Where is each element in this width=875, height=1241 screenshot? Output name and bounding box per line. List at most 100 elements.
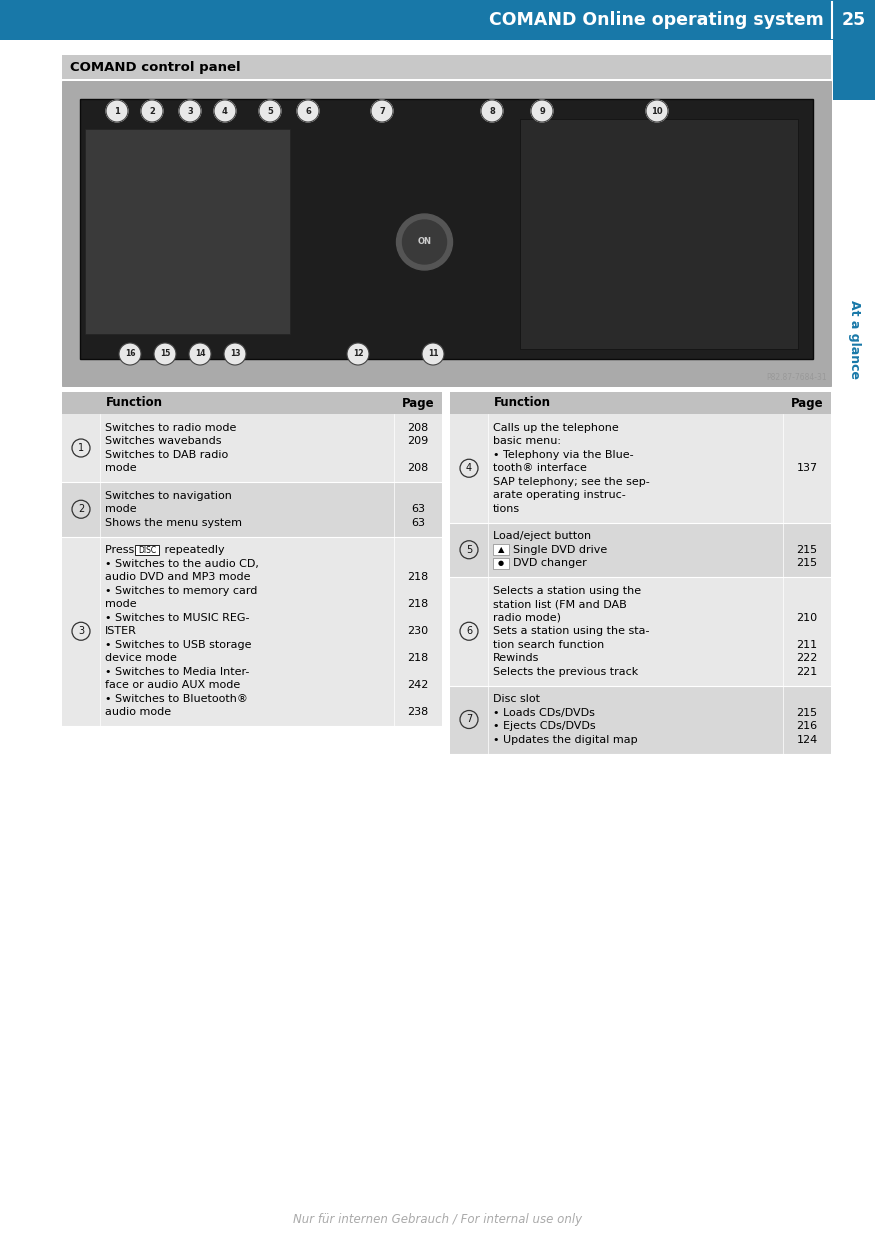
Text: SAP telephony; see the sep-: SAP telephony; see the sep-	[493, 477, 650, 486]
Text: tion search function: tion search function	[493, 640, 605, 650]
Text: Load/eject button: Load/eject button	[493, 531, 592, 541]
Text: mode: mode	[105, 463, 136, 473]
Text: Rewinds: Rewinds	[493, 653, 539, 663]
Text: Page: Page	[402, 397, 434, 410]
Bar	[450, 685, 831, 753]
Text: Switches wavebands: Switches wavebands	[105, 437, 221, 447]
Circle shape	[422, 343, 444, 365]
Bar	[62, 414, 442, 482]
Text: 4: 4	[222, 107, 228, 115]
Text: • Ejects CDs/DVDs: • Ejects CDs/DVDs	[493, 721, 596, 731]
Text: Single DVD drive: Single DVD drive	[513, 545, 607, 555]
Text: face or audio AUX mode: face or audio AUX mode	[105, 680, 241, 690]
Text: 218: 218	[408, 572, 429, 582]
Text: 6: 6	[305, 107, 311, 115]
Text: Switches to DAB radio: Switches to DAB radio	[105, 449, 228, 459]
Text: 218: 218	[408, 599, 429, 609]
Text: 11: 11	[428, 350, 438, 359]
Text: • Telephony via the Blue-: • Telephony via the Blue-	[493, 449, 634, 459]
Text: 1: 1	[78, 443, 84, 453]
Text: Function: Function	[106, 397, 163, 410]
Text: Calls up the telephone: Calls up the telephone	[493, 423, 619, 433]
Text: 5: 5	[267, 107, 273, 115]
Text: station list (FM and DAB: station list (FM and DAB	[493, 599, 626, 609]
Text: At a glance: At a glance	[848, 300, 860, 380]
Text: COMAND control panel: COMAND control panel	[70, 61, 241, 73]
Bar	[135, 545, 159, 555]
Text: • Switches to USB storage: • Switches to USB storage	[105, 640, 251, 650]
Text: Disc slot: Disc slot	[493, 694, 540, 704]
Text: 3: 3	[78, 627, 84, 637]
Text: Selects the previous track: Selects the previous track	[493, 666, 638, 676]
Bar	[85, 129, 290, 334]
Circle shape	[259, 101, 281, 122]
Circle shape	[179, 101, 201, 122]
Text: Sets a station using the sta-: Sets a station using the sta-	[493, 627, 649, 637]
Circle shape	[179, 101, 201, 122]
Bar	[450, 577, 831, 685]
Text: 3: 3	[187, 107, 192, 115]
Text: 221: 221	[796, 666, 817, 676]
Bar	[0, 0, 875, 40]
Circle shape	[259, 101, 281, 122]
Text: 13: 13	[230, 350, 241, 359]
Bar	[62, 55, 831, 79]
Text: 2: 2	[78, 504, 84, 514]
Text: 63: 63	[411, 517, 425, 527]
Text: COMAND Online operating system: COMAND Online operating system	[489, 11, 824, 29]
Text: Shows the menu system: Shows the menu system	[105, 517, 242, 527]
Circle shape	[189, 343, 211, 365]
Circle shape	[106, 101, 128, 122]
Text: 12: 12	[353, 350, 363, 359]
Bar	[62, 482, 442, 536]
Bar	[80, 99, 813, 359]
Text: • Switches to MUSIC REG-: • Switches to MUSIC REG-	[105, 613, 249, 623]
Text: 63: 63	[411, 504, 425, 514]
Circle shape	[531, 101, 553, 122]
Text: basic menu:: basic menu:	[493, 437, 561, 447]
Text: DISC: DISC	[138, 546, 156, 555]
Text: 14: 14	[195, 350, 206, 359]
Text: 9: 9	[539, 107, 545, 115]
Bar	[450, 414, 831, 522]
Circle shape	[224, 343, 246, 365]
Circle shape	[402, 220, 446, 264]
Text: • Switches to Bluetooth®: • Switches to Bluetooth®	[105, 694, 248, 704]
Text: 7: 7	[379, 107, 385, 115]
Text: 10: 10	[651, 107, 663, 115]
Text: • Loads CDs/DVDs: • Loads CDs/DVDs	[493, 707, 595, 717]
Text: 211: 211	[796, 640, 817, 650]
Text: ON: ON	[417, 237, 431, 247]
Text: radio mode): radio mode)	[493, 613, 561, 623]
Text: 230: 230	[408, 627, 429, 637]
Text: Switches to navigation: Switches to navigation	[105, 490, 232, 501]
Text: tions: tions	[493, 504, 520, 514]
Text: Selects a station using the: Selects a station using the	[493, 586, 641, 596]
Text: 209: 209	[408, 437, 429, 447]
Text: • Switches to memory card: • Switches to memory card	[105, 586, 257, 596]
Circle shape	[371, 101, 393, 122]
Text: ●: ●	[498, 560, 504, 566]
Text: P82.87-7684-31: P82.87-7684-31	[766, 374, 827, 382]
Circle shape	[214, 101, 236, 122]
Bar	[450, 522, 831, 577]
Bar	[62, 392, 442, 414]
Circle shape	[214, 101, 236, 122]
Text: audio DVD and MP3 mode: audio DVD and MP3 mode	[105, 572, 250, 582]
Text: 242: 242	[408, 680, 429, 690]
Circle shape	[531, 101, 553, 122]
Text: ISTER: ISTER	[105, 627, 136, 637]
Text: 124: 124	[796, 735, 817, 745]
Text: mode: mode	[105, 504, 136, 514]
Circle shape	[347, 343, 369, 365]
Bar	[833, 40, 875, 101]
Text: 216: 216	[796, 721, 817, 731]
Circle shape	[371, 101, 393, 122]
Text: 137: 137	[796, 463, 817, 473]
Circle shape	[481, 101, 503, 122]
Text: tooth® interface: tooth® interface	[493, 463, 587, 473]
Circle shape	[141, 101, 163, 122]
Bar	[520, 119, 798, 349]
Bar	[493, 544, 509, 555]
Text: repeatedly: repeatedly	[161, 545, 225, 555]
